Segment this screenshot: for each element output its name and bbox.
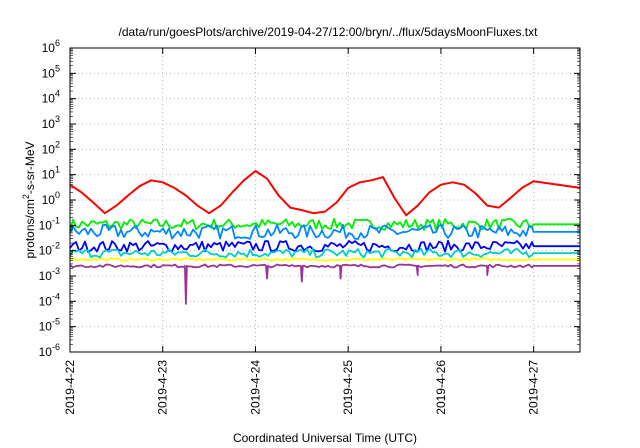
- x-axis-label: Coordinated Universal Time (UTC): [233, 431, 417, 445]
- y-tick-label: 101: [42, 165, 60, 182]
- y-tick-label: 102: [42, 139, 60, 156]
- y-tick-label: 10-4: [39, 291, 60, 308]
- y-tick-label: 10-5: [39, 317, 60, 334]
- x-axis: 2019-4-22 2019-4-23 2019-4-24 2019-4-25 2019…: [63, 48, 541, 415]
- y-tick-label: 103: [42, 114, 60, 131]
- y-tick-label: 106: [42, 38, 60, 55]
- x-tick-label: 2019-4-23: [156, 360, 170, 415]
- y-tick-label: 10-2: [39, 241, 60, 258]
- series-line: [69, 224, 580, 240]
- x-tick-label: 2019-4-27: [527, 360, 541, 415]
- series-line: [69, 247, 580, 259]
- y-tick-label: 100: [42, 190, 60, 207]
- series-line: [69, 257, 580, 262]
- series-line: [69, 263, 580, 305]
- x-tick-label: 2019-4-22: [63, 360, 77, 415]
- x-tick-label: 2019-4-25: [341, 360, 355, 415]
- series-line: [69, 170, 581, 217]
- chart-title: /data/run/goesPlots/archive/2019-04-27/1…: [119, 25, 539, 39]
- y-axis: 10-6 10-5 10-4 10-3 10-2 10-1 100 101 102 103 104 1…: [39, 38, 580, 359]
- grid-lines: [69, 48, 580, 352]
- x-tick-label: 2019-4-24: [248, 360, 262, 415]
- y-tick-label: 104: [42, 89, 60, 106]
- y-tick-label: 10-6: [39, 342, 60, 359]
- y-tick-label: 105: [42, 63, 60, 80]
- series-group: [69, 170, 581, 305]
- y-tick-label: 10-1: [39, 215, 60, 232]
- x-tick-label: 2019-4-26: [434, 360, 448, 415]
- y-tick-label: 10-3: [39, 266, 60, 283]
- y-axis-label: protons/cm2-s-sr-MeV: [21, 141, 37, 258]
